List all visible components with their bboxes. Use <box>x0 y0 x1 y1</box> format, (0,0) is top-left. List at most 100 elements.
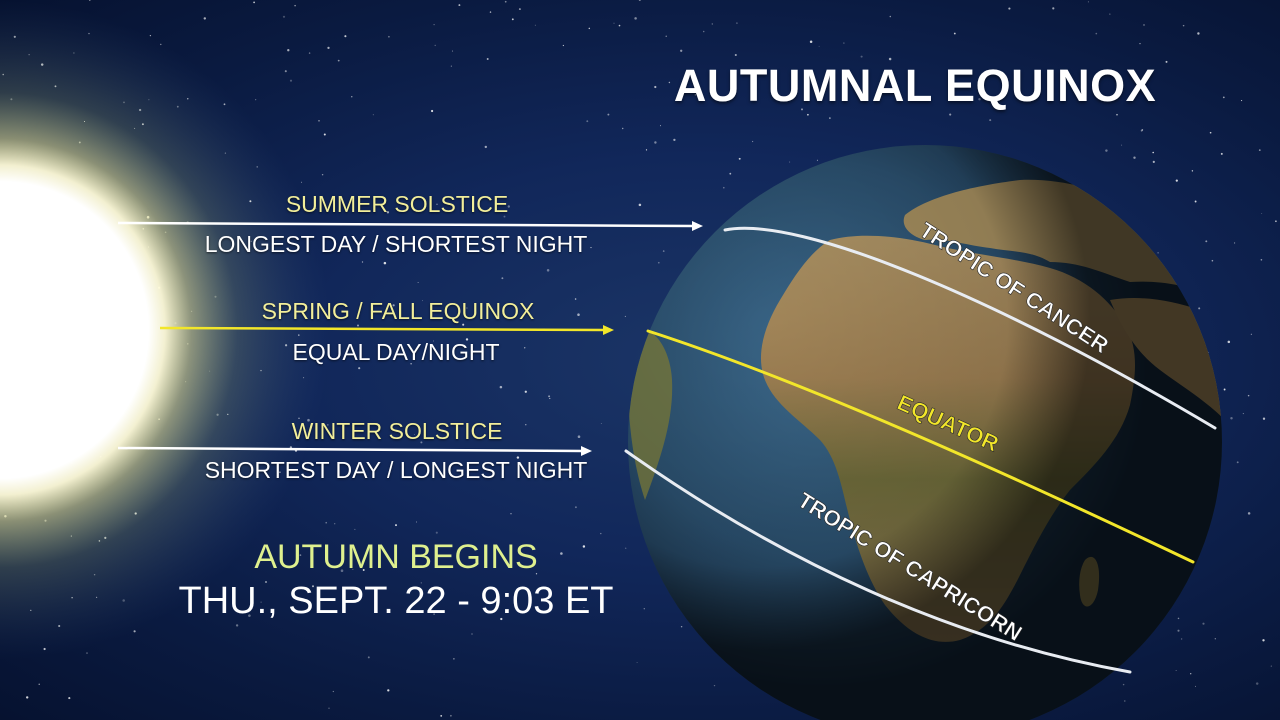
star <box>1260 259 1263 261</box>
star <box>702 30 705 33</box>
star <box>471 633 473 635</box>
star <box>507 205 510 208</box>
star <box>1262 417 1266 420</box>
star <box>818 45 820 47</box>
star <box>294 4 296 7</box>
star <box>392 304 395 307</box>
star <box>340 569 344 572</box>
ray-winter-solstice <box>117 446 592 456</box>
star <box>38 683 40 685</box>
star <box>388 35 390 38</box>
star <box>417 281 419 283</box>
star <box>486 58 489 60</box>
star <box>636 662 638 664</box>
star <box>1205 240 1208 243</box>
star <box>1236 461 1239 464</box>
star <box>713 684 716 687</box>
star <box>524 390 527 393</box>
star <box>450 714 452 717</box>
star <box>1180 638 1183 640</box>
star <box>624 315 626 317</box>
tropic-of-capricorn-line <box>624 449 1132 674</box>
star <box>260 601 262 603</box>
star <box>535 573 538 575</box>
star <box>326 424 329 426</box>
winter-solstice-subtext: SHORTEST DAY / LONGEST NIGHT <box>204 457 588 483</box>
star <box>638 0 641 2</box>
star <box>1182 24 1185 27</box>
star <box>734 53 737 57</box>
star <box>433 23 435 26</box>
star <box>413 434 415 436</box>
star <box>560 552 563 555</box>
star <box>516 456 520 459</box>
star <box>634 17 637 20</box>
star <box>694 94 696 96</box>
star <box>358 367 361 370</box>
equinox-date: THU., SEPT. 22 - 9:03 ET <box>178 580 614 622</box>
star <box>372 114 374 116</box>
star <box>1220 152 1223 155</box>
star <box>1177 617 1180 620</box>
star <box>1247 512 1251 515</box>
star <box>504 0 507 3</box>
star <box>334 523 336 525</box>
star <box>1234 242 1236 244</box>
star <box>265 581 267 583</box>
star <box>1165 60 1168 63</box>
star <box>751 140 754 143</box>
star <box>1122 683 1125 686</box>
star <box>415 521 418 523</box>
star <box>789 161 791 163</box>
star <box>582 545 586 548</box>
star <box>1052 7 1055 10</box>
star <box>1258 149 1261 151</box>
star <box>624 547 627 550</box>
sun <box>0 0 330 660</box>
star <box>511 18 514 21</box>
star <box>434 44 436 47</box>
star <box>1261 212 1263 214</box>
star <box>1175 179 1178 182</box>
star <box>433 613 435 615</box>
star <box>1198 307 1201 310</box>
star <box>308 52 311 54</box>
star <box>255 99 257 101</box>
star <box>323 133 326 136</box>
star <box>978 97 981 101</box>
star <box>588 27 591 30</box>
star <box>1008 7 1011 10</box>
star <box>562 44 565 47</box>
tropic-of-cancer-line <box>723 226 1217 430</box>
star <box>1214 638 1216 640</box>
star <box>1247 394 1250 397</box>
star <box>1105 149 1108 152</box>
star <box>590 247 592 249</box>
star <box>359 349 362 351</box>
star <box>25 696 29 699</box>
star <box>337 59 340 62</box>
star <box>654 85 657 89</box>
star <box>352 568 354 570</box>
star <box>1197 32 1200 35</box>
star <box>465 338 469 341</box>
star <box>607 113 610 116</box>
ray-equinox <box>159 325 614 335</box>
star <box>453 658 455 660</box>
star <box>1222 96 1225 99</box>
star <box>643 608 645 610</box>
star <box>1194 200 1197 203</box>
star <box>953 32 956 35</box>
star <box>1209 131 1212 134</box>
star <box>1133 156 1136 159</box>
star <box>500 617 503 621</box>
star <box>809 40 813 44</box>
star <box>638 203 642 207</box>
equinox-heading: SPRING / FALL EQUINOX <box>261 298 535 324</box>
star <box>321 173 324 176</box>
star <box>301 181 303 183</box>
star <box>431 109 434 113</box>
star <box>738 157 741 160</box>
star <box>1211 259 1214 262</box>
star <box>534 24 536 26</box>
